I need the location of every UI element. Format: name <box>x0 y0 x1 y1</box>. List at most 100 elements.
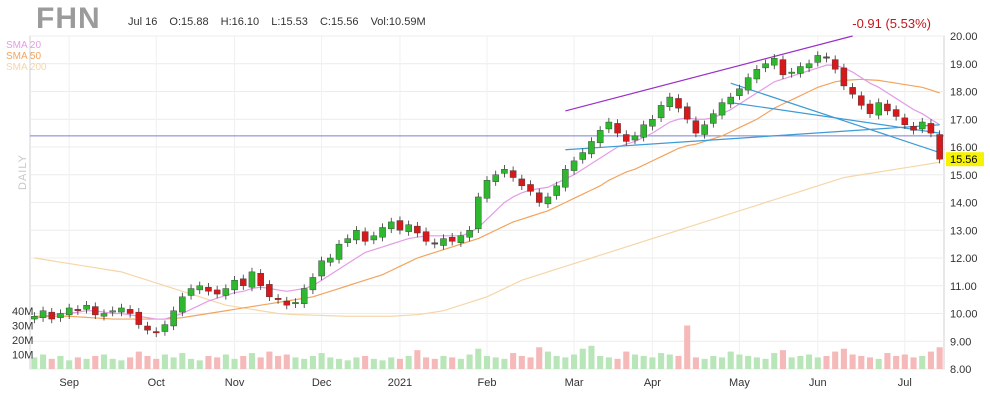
candle-body <box>83 304 90 310</box>
candle-body <box>501 168 508 174</box>
candle-body <box>57 313 64 318</box>
volume-bar <box>919 355 926 369</box>
close-value: C:15.56 <box>319 16 359 28</box>
volume-bar <box>231 358 238 369</box>
volume-bar <box>866 357 874 369</box>
volume-tick-label: 40M <box>12 306 33 318</box>
volume-bar <box>718 357 726 369</box>
candle-body <box>518 178 526 187</box>
candle-body <box>527 184 534 192</box>
volume-bar <box>40 354 47 369</box>
candle-body <box>92 306 99 316</box>
last-price-tag <box>946 152 984 167</box>
candle-body <box>840 67 848 87</box>
candle-body <box>344 238 351 243</box>
candle-body <box>779 59 787 76</box>
volume-bar <box>536 347 543 369</box>
x-tick-label: Oct <box>148 377 165 389</box>
candle-body <box>605 121 613 130</box>
candle-body <box>266 284 273 298</box>
volume-bar <box>492 357 499 369</box>
candle-body <box>666 96 674 107</box>
volume-bar <box>518 355 525 369</box>
price-change: -0.91 (5.53%) <box>852 16 931 31</box>
legend-sma20: SMA 20 <box>6 40 42 51</box>
candle-body <box>631 135 639 141</box>
legend-sma200: SMA 200 <box>6 62 47 73</box>
volume-bar <box>927 351 934 369</box>
volume-bar <box>675 355 682 369</box>
volume-bar <box>327 357 334 369</box>
candle-body <box>588 141 595 155</box>
candle-body <box>710 113 717 124</box>
trendline-resistance <box>565 35 853 112</box>
sma50-line <box>34 78 940 320</box>
candle-body <box>866 103 874 114</box>
candle-body <box>884 103 891 112</box>
sma200-line <box>34 161 940 317</box>
candle-body <box>797 66 804 74</box>
volume-bar <box>631 354 639 369</box>
x-tick-label: Feb <box>478 377 497 389</box>
volume-bar <box>562 357 569 369</box>
volume-bar <box>318 353 325 369</box>
candle-body <box>74 309 82 311</box>
volume-bar <box>353 357 360 369</box>
candle-body <box>692 120 700 134</box>
candle-body <box>675 98 682 109</box>
volume-bar <box>936 347 943 369</box>
volume-bar <box>884 353 891 369</box>
volume-bar <box>266 351 273 369</box>
volume-bar <box>74 357 81 369</box>
candle-body <box>100 313 108 317</box>
candle-body <box>640 124 647 138</box>
candle-body <box>466 230 473 238</box>
candle-body <box>379 227 386 238</box>
volume-bar <box>701 358 708 369</box>
volume-bar <box>771 353 778 369</box>
last-price-label: 15.56 <box>950 154 978 166</box>
y-tick-label: 11.00 <box>950 281 977 293</box>
candle-body <box>231 280 238 291</box>
volume-value: Vol:10.59M <box>370 16 426 28</box>
candle-body <box>483 180 491 199</box>
candle-body <box>196 285 203 291</box>
volume-bar <box>405 355 412 369</box>
volume-bar <box>92 355 99 369</box>
candle-body <box>283 300 291 306</box>
low-value: L:15.53 <box>271 16 308 28</box>
x-tick-label: Jun <box>809 377 827 389</box>
candle-body <box>240 278 247 286</box>
volume-bar <box>849 354 856 369</box>
candle-body <box>274 298 282 300</box>
volume-bars <box>31 325 943 369</box>
y-tick-label: 10.00 <box>950 309 978 321</box>
y-tick-label: 19.00 <box>950 59 978 71</box>
candle-body <box>126 309 134 314</box>
y-tick-label: 20.00 <box>950 31 978 43</box>
candle-body <box>562 168 569 188</box>
volume-bar <box>205 355 212 369</box>
volume-bar <box>762 358 769 369</box>
y-tick-label: 16.00 <box>950 142 978 154</box>
candle-body <box>727 96 734 105</box>
volume-bar <box>875 358 882 369</box>
volume-bar <box>727 351 734 369</box>
volume-tick-label: 10M <box>12 350 33 362</box>
volume-bar <box>736 354 743 369</box>
y-tick-label: 17.00 <box>950 114 978 126</box>
volume-bar <box>901 354 908 369</box>
candle-body <box>492 174 499 182</box>
volume-bar <box>692 357 699 369</box>
volume-bar <box>823 355 830 369</box>
volume-bar <box>292 357 299 369</box>
candle-body <box>701 124 708 135</box>
candle-body <box>300 288 308 304</box>
volume-bar <box>745 355 752 369</box>
candle-body <box>318 260 325 277</box>
volume-bar <box>832 351 839 369</box>
candle-body <box>927 123 935 134</box>
volume-bar <box>510 353 517 369</box>
volume-bar <box>597 355 604 369</box>
